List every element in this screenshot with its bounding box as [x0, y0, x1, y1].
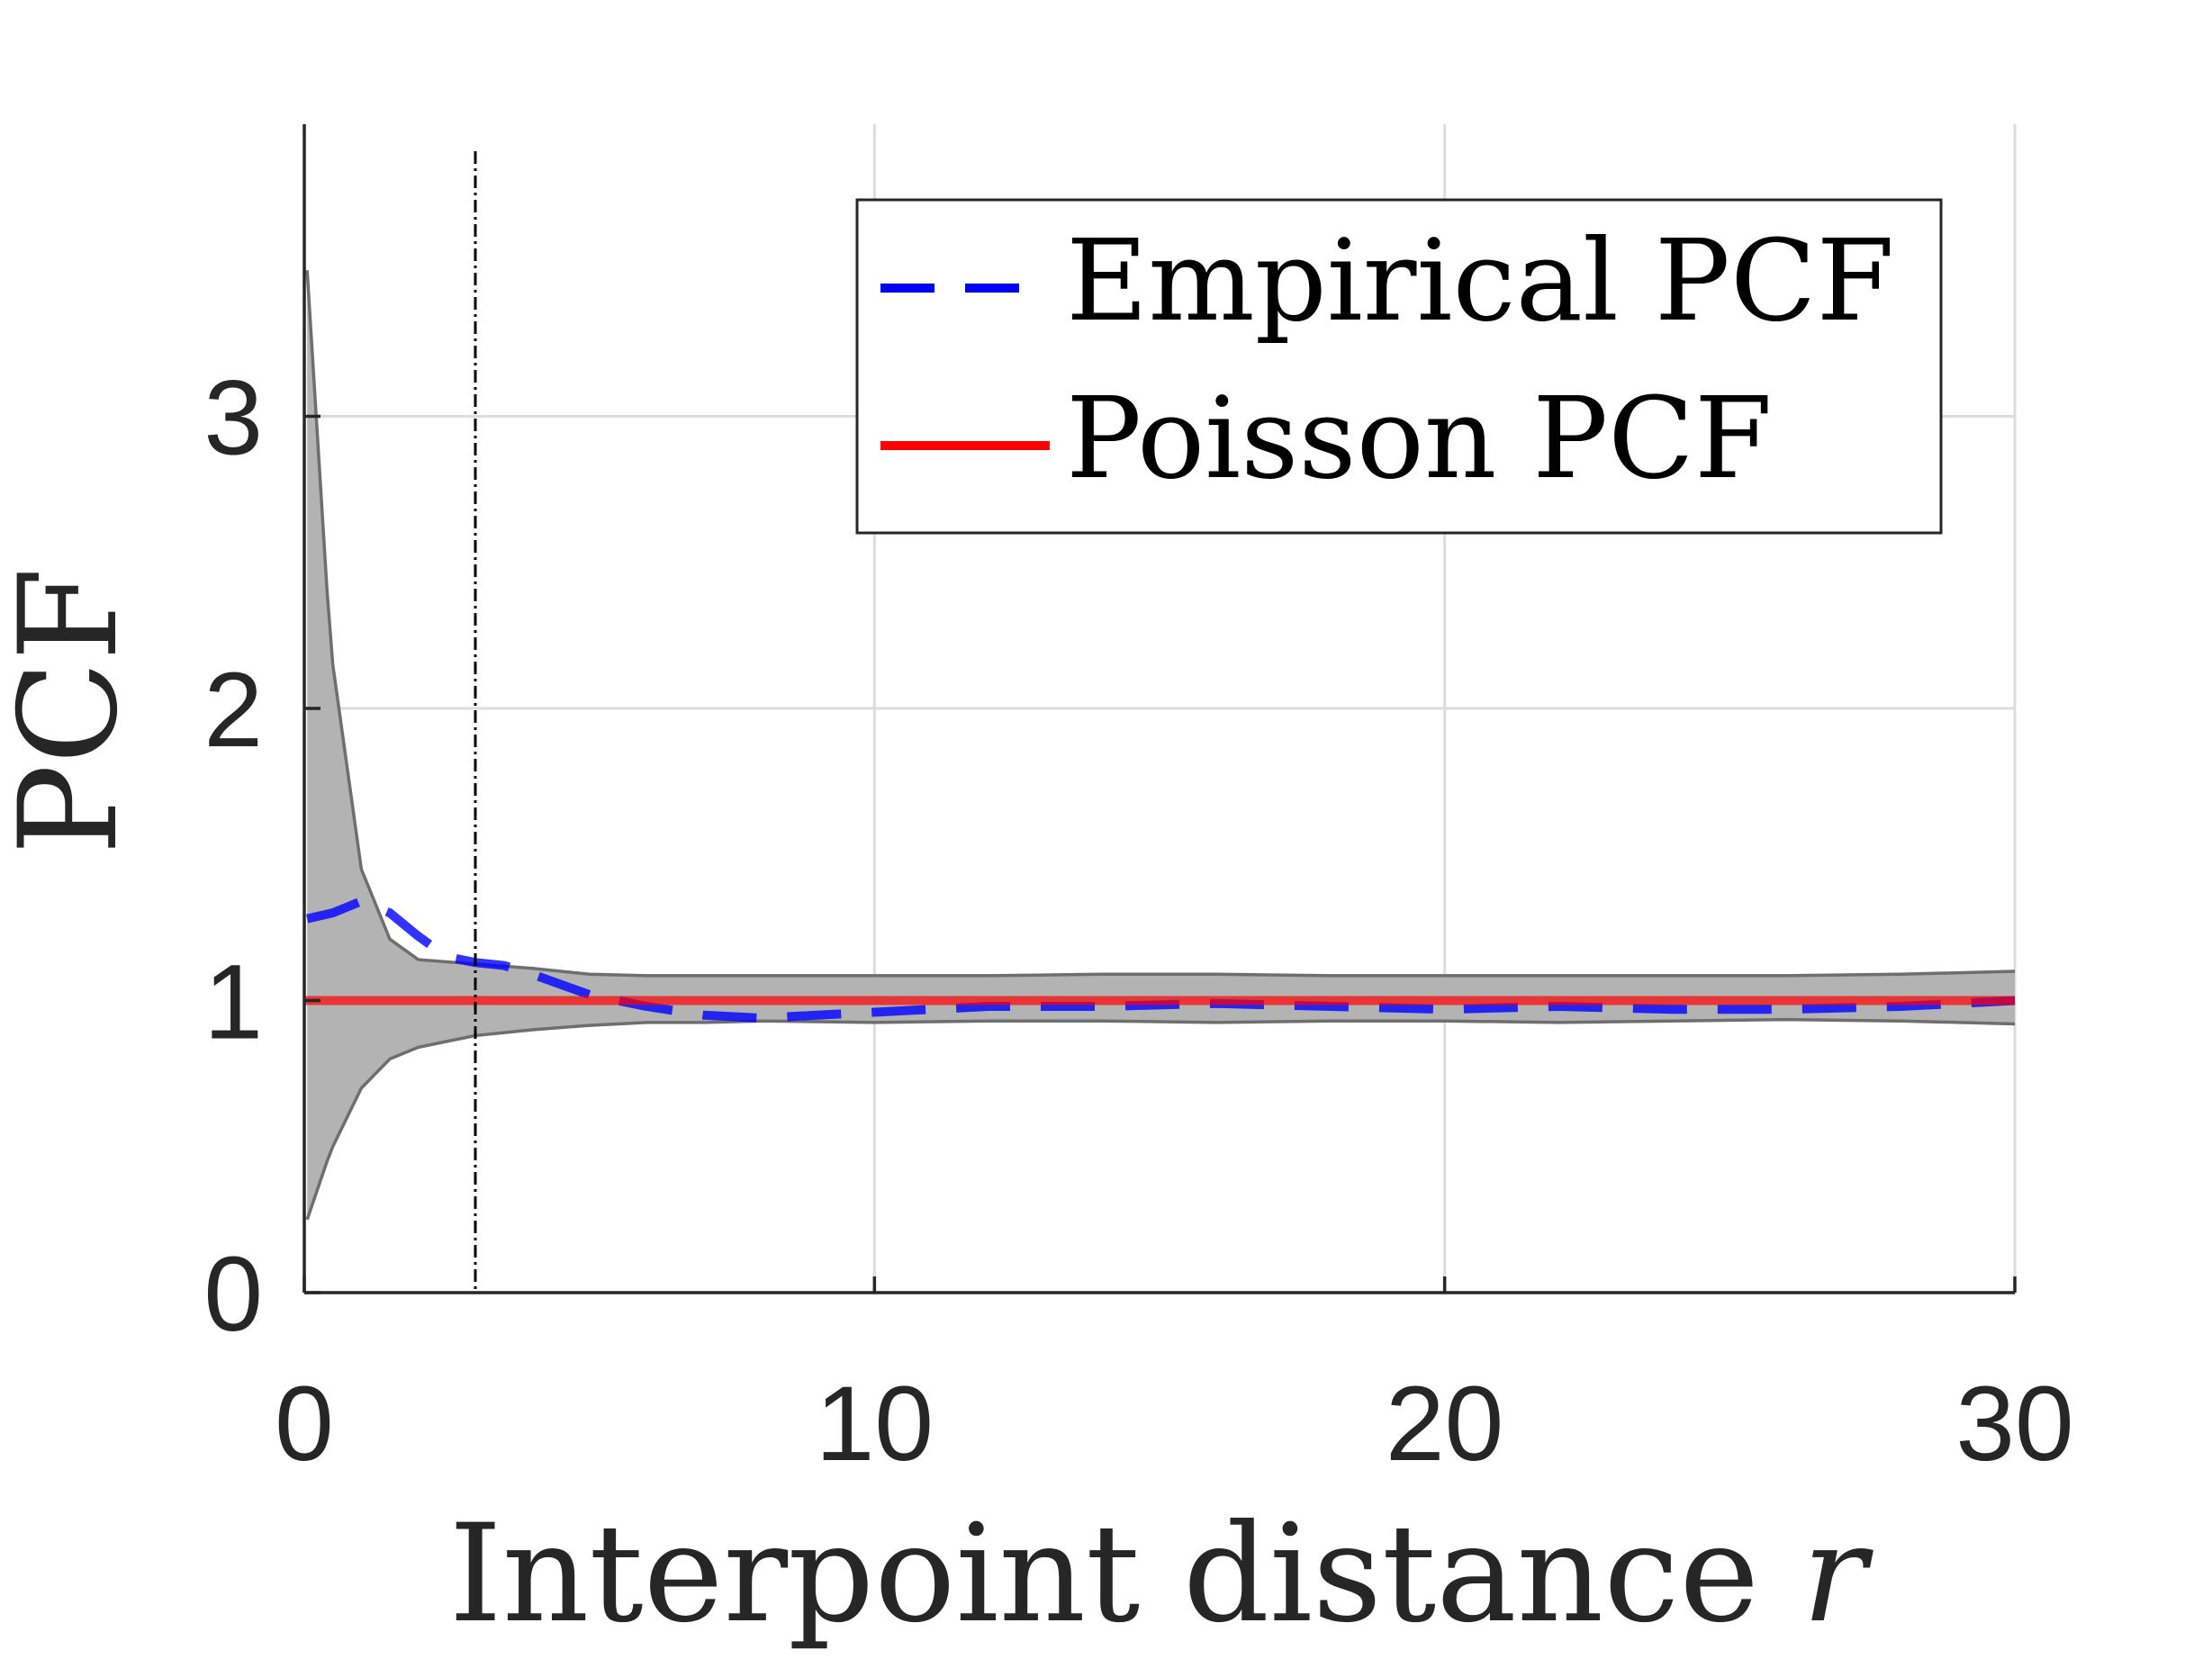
- x-tick-label-3: 30: [1955, 1365, 2073, 1483]
- y-tick-label-3: 3: [203, 359, 263, 478]
- x-axis-title-text: Interpoint distance: [449, 1496, 1760, 1653]
- legend-label-poisson-pcf: Poisson PCF: [1066, 374, 1773, 504]
- legend-box: [855, 198, 1943, 535]
- x-tick-label-0: 0: [275, 1365, 334, 1483]
- legend: Empirical PCF Poisson PCF: [855, 198, 1943, 535]
- axes: [302, 124, 2017, 1294]
- x-tick-label-1: 10: [816, 1365, 934, 1483]
- y-tick-label-2: 2: [203, 651, 263, 770]
- series-lines: [304, 897, 2016, 1023]
- envelope-fill: [307, 270, 2016, 1220]
- x-tick-label-2: 20: [1386, 1365, 1503, 1483]
- legend-label-empirical-pcf: Empirical PCF: [1066, 216, 1894, 347]
- envelope-lower-edge: [305, 1017, 2016, 1221]
- tick-labels: 0 10 20 30 0 1 2 3: [203, 359, 2073, 1484]
- y-axis-title: PCF: [0, 567, 148, 855]
- y-tick-label-1: 1: [203, 943, 263, 1062]
- x-axis-title: Interpoint distance r: [449, 1496, 1874, 1653]
- series-line-empirical-pcf: [306, 897, 2016, 1023]
- y-tick-label-0: 0: [203, 1235, 263, 1354]
- x-axis-title-variable: r: [1802, 1496, 1874, 1653]
- envelope-upper-edge: [305, 270, 2016, 978]
- envelope-band: [305, 270, 2016, 1221]
